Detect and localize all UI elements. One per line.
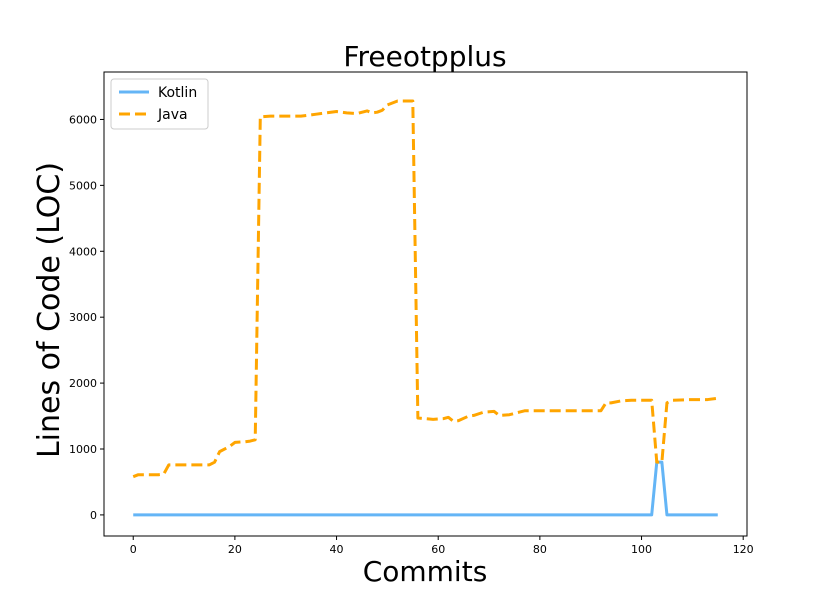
y-tick-label: 1000 — [69, 443, 97, 456]
legend-label-java: Java — [157, 107, 188, 123]
x-tick-label: 0 — [130, 543, 137, 556]
x-tick-label: 100 — [631, 543, 652, 556]
y-tick-label: 0 — [90, 509, 97, 522]
y-tick-label: 6000 — [69, 113, 97, 126]
x-axis: 0 20 40 60 80 100 120 — [130, 536, 754, 556]
y-axis: 0 1000 2000 3000 4000 5000 6000 — [69, 113, 104, 522]
y-tick-label: 3000 — [69, 311, 97, 324]
y-tick-label: 2000 — [69, 377, 97, 390]
plot-frame — [103, 71, 748, 537]
x-tick-label: 80 — [533, 543, 547, 556]
y-tick-label: 5000 — [69, 179, 97, 192]
x-tick-label: 40 — [330, 543, 344, 556]
y-axis-label: Lines of Code (LOC) — [32, 162, 67, 458]
series-line-kotlin — [133, 460, 718, 517]
x-axis-label: Commits — [363, 555, 488, 588]
y-tick-label: 4000 — [69, 245, 97, 258]
x-tick-label: 120 — [733, 543, 754, 556]
legend: Kotlin Java — [110, 78, 209, 130]
legend-label-kotlin: Kotlin — [158, 85, 197, 101]
x-tick-label: 60 — [431, 543, 445, 556]
chart-title: Freeotpplus — [343, 40, 506, 73]
x-tick-label: 20 — [228, 543, 242, 556]
series-line-java — [132, 99, 718, 479]
plot-area — [103, 71, 748, 537]
